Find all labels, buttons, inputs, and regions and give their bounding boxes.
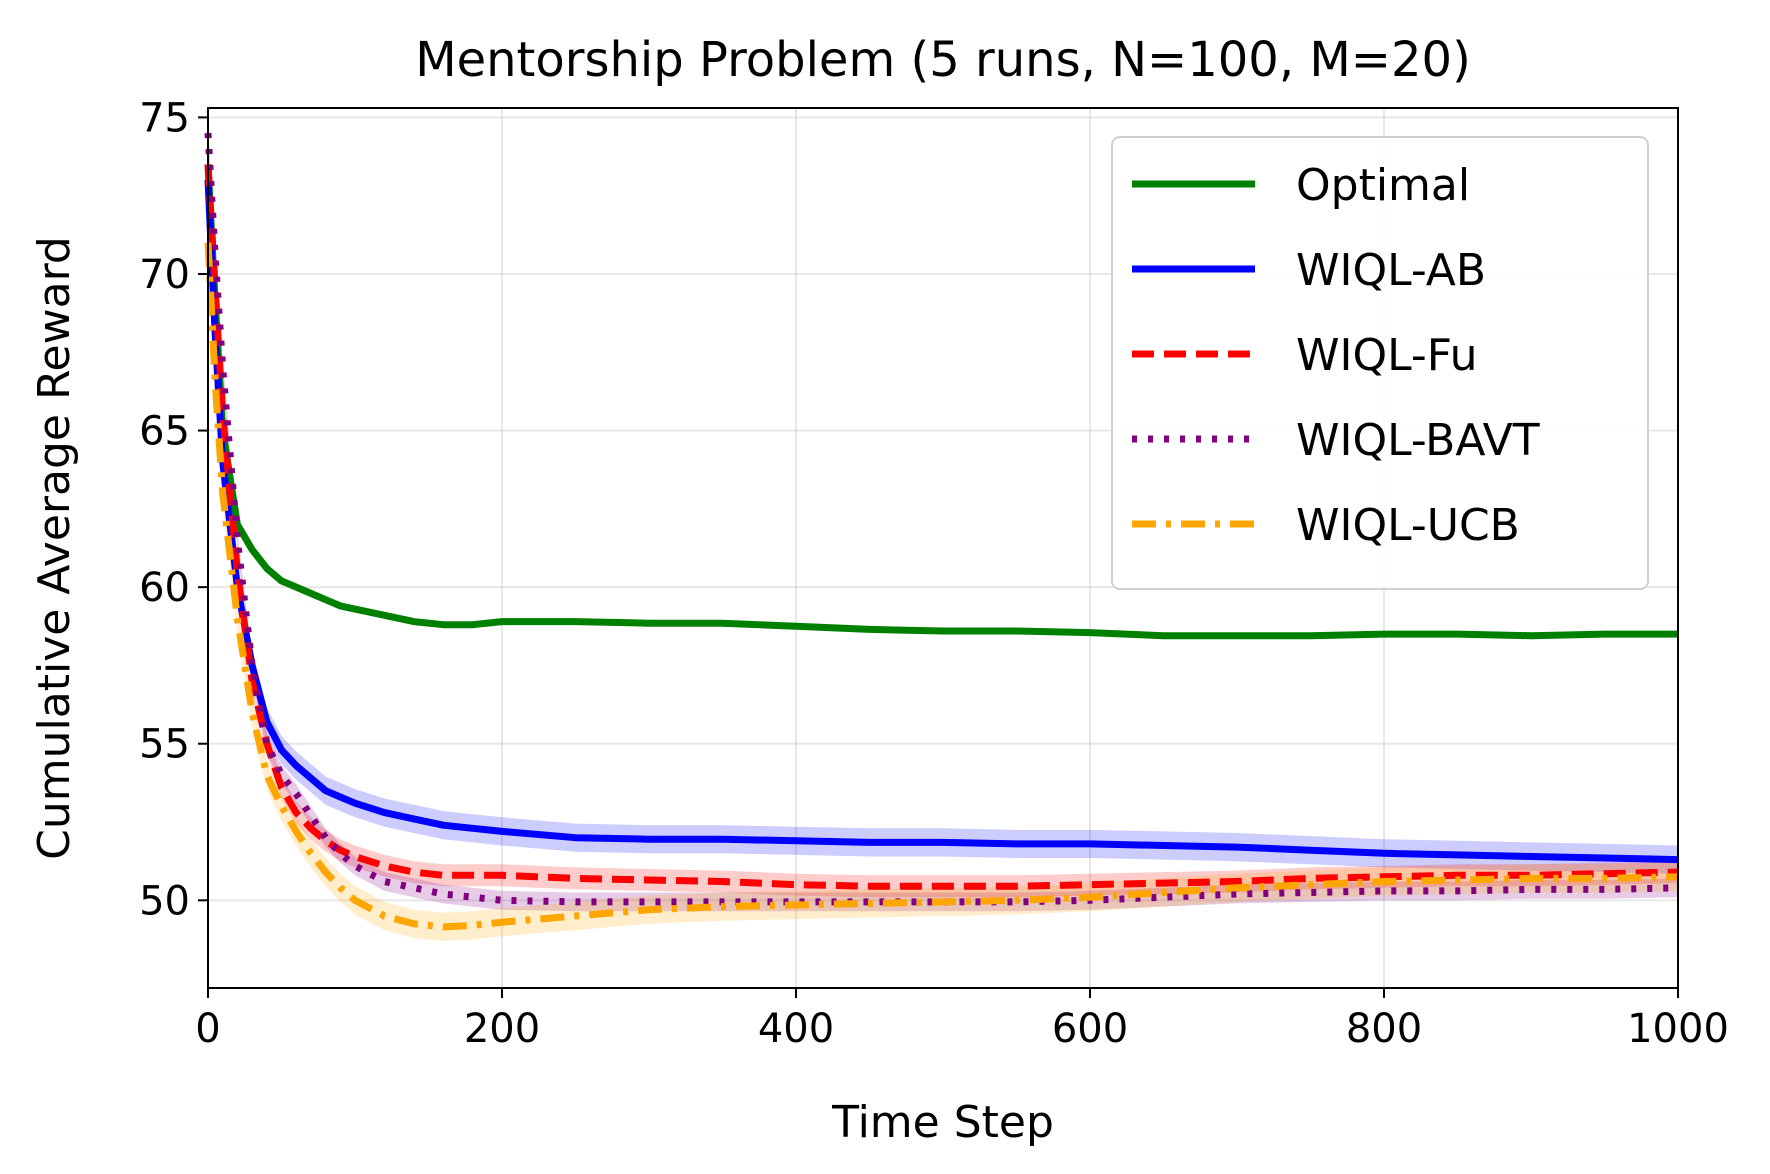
series-line-optimal (204, 164, 1678, 640)
y-tick-label: 75 (139, 95, 190, 141)
y-axis-label: Cumulative Average Reward (29, 236, 80, 860)
y-tick-label: 60 (139, 565, 190, 611)
series-line-wiql-bavt (204, 132, 1679, 906)
plot-frame (207, 107, 1679, 989)
y-tick-label: 50 (139, 878, 190, 924)
legend-label-wiql-fu: WIQL-Fu (1296, 330, 1478, 381)
y-tick-label: 65 (139, 409, 190, 455)
y-axis: 50 55 60 65 70 75 (139, 95, 208, 924)
legend-label-wiql-ucb: WIQL-UCB (1296, 500, 1520, 551)
x-tick-label: 1000 (1627, 1006, 1729, 1052)
series-line-wiql-ab (204, 179, 1679, 864)
x-tick-label: 200 (464, 1006, 540, 1052)
series-lines (204, 132, 1679, 931)
x-tick-label: 0 (195, 1006, 220, 1052)
legend-label-wiql-bavt: WIQL-BAVT (1296, 415, 1540, 466)
legend: Optimal WIQL-AB WIQL-Fu WIQL-BAVT WIQL-UCB (1111, 136, 1649, 590)
x-tick-label: 600 (1052, 1006, 1128, 1052)
chart-title: Mentorship Problem (5 runs, N=100, M=20) (415, 32, 1471, 88)
x-axis: 0 200 400 600 800 1000 (195, 988, 1729, 1052)
series-line-wiql-ucb (204, 242, 1679, 931)
legend-label-optimal: Optimal (1296, 160, 1470, 211)
x-tick-label: 400 (758, 1006, 834, 1052)
y-tick-label: 55 (139, 722, 190, 768)
legend-label-wiql-ab: WIQL-AB (1296, 245, 1486, 296)
series-line-wiql-fu (204, 164, 1679, 890)
legend-box (1111, 136, 1649, 590)
y-tick-label: 70 (139, 252, 190, 298)
x-axis-label: Time Step (831, 1097, 1054, 1148)
band-wiql-ucb (208, 228, 1678, 942)
x-tick-label: 800 (1346, 1006, 1422, 1052)
